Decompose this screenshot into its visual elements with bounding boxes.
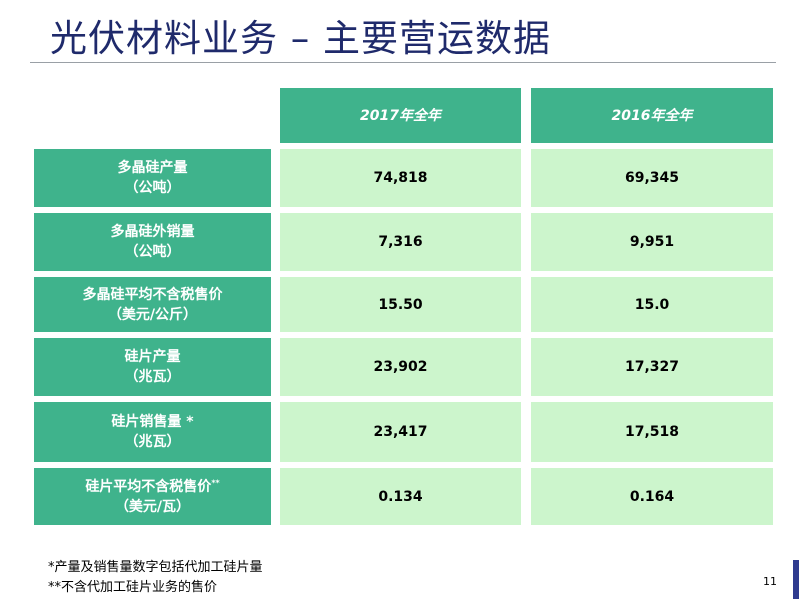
row-unit: （兆瓦）: [124, 434, 181, 450]
row-unit: （美元/瓦）: [114, 498, 191, 515]
footnote-marker: **: [211, 477, 220, 487]
row-label: 硅片产量: [124, 349, 181, 365]
row-unit: （美元/公斤）: [107, 306, 198, 323]
row-unit: （公吨）: [124, 180, 181, 196]
column-header-2017: 2017年全年: [280, 88, 521, 143]
row-header-wafer-output: 硅片产量 （兆瓦）: [34, 338, 271, 396]
value-cell: 15.50: [280, 277, 521, 332]
row-label: 硅片平均不含税售价: [85, 478, 212, 495]
row-label: 多晶硅产量: [117, 160, 188, 176]
row-label: 多晶硅外销量: [110, 224, 195, 240]
row-label-line: 硅片平均不含税售价**: [85, 477, 219, 497]
footnote: **不含代加工硅片业务的售价: [48, 580, 218, 595]
value-cell: 74,818: [280, 149, 521, 207]
page-title: 光伏材料业务 – 主要营运数据: [50, 17, 552, 60]
value-cell: 7,316: [280, 213, 521, 271]
value-cell: 69,345: [531, 149, 773, 207]
value-cell: 17,518: [531, 402, 773, 462]
column-header-2016: 2016年全年: [531, 88, 773, 143]
page-number: 11: [763, 575, 777, 588]
row-header-polysilicon-output: 多晶硅产量 （公吨）: [34, 149, 271, 207]
row-label: 多晶硅平均不含税售价: [82, 286, 223, 303]
value-cell: 23,902: [280, 338, 521, 396]
title-divider: [30, 62, 776, 63]
value-cell: 17,327: [531, 338, 773, 396]
row-header-polysilicon-asp: 多晶硅平均不含税售价 （美元/公斤）: [34, 277, 271, 332]
row-header-polysilicon-external-sales: 多晶硅外销量 （公吨）: [34, 213, 271, 271]
value-cell: 15.0: [531, 277, 773, 332]
value-cell: 23,417: [280, 402, 521, 462]
row-unit: （公吨）: [124, 244, 181, 260]
value-cell: 0.134: [280, 468, 521, 525]
footnote: *产量及销售量数字包括代加工硅片量: [48, 560, 263, 575]
value-cell: 0.164: [531, 468, 773, 525]
row-unit: （兆瓦）: [124, 369, 181, 385]
value-cell: 9,951: [531, 213, 773, 271]
row-header-wafer-asp: 硅片平均不含税售价** （美元/瓦）: [34, 468, 271, 525]
row-label: 硅片销售量 *: [111, 414, 194, 430]
row-header-wafer-sales: 硅片销售量 * （兆瓦）: [34, 402, 271, 462]
corner-accent: [793, 560, 799, 599]
